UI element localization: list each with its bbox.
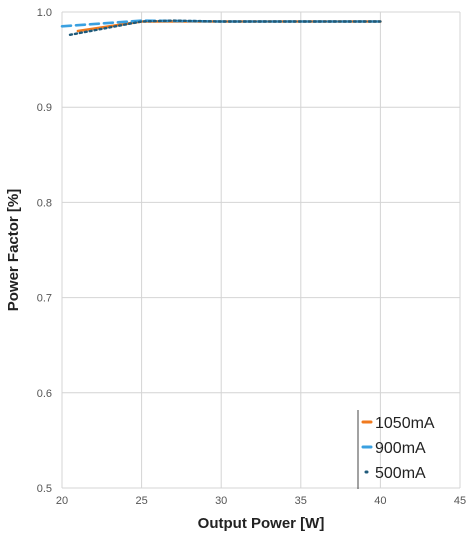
y-tick-label: 0.7: [37, 293, 52, 305]
x-tick-label: 35: [295, 495, 307, 507]
x-axis-title: Output Power [W]: [198, 515, 325, 532]
x-tick-label: 30: [215, 495, 227, 507]
legend-label: 1050mA: [375, 415, 435, 432]
x-tick-label: 20: [56, 495, 68, 507]
legend-label: 900mA: [375, 440, 426, 457]
series-lines: [60, 19, 382, 36]
grid: [61, 11, 461, 489]
y-tick-label: 1.0: [37, 7, 52, 19]
legend-label: 500mA: [375, 465, 426, 482]
y-tick-label: 0.8: [37, 197, 52, 209]
series-line-500ma: [68, 19, 382, 36]
y-tick-label: 0.9: [37, 102, 52, 114]
x-tick-label: 25: [135, 495, 147, 507]
y-tick-label: 0.5: [37, 483, 52, 495]
tick-labels: 20 25 30 35 40 45 0.5 0.6 0.7 0.8 0.9 1.0: [37, 7, 466, 507]
x-tick-label: 45: [454, 495, 466, 507]
legend: 1050mA 900mA 500mA: [357, 410, 435, 489]
x-tick-label: 40: [374, 495, 386, 507]
y-tick-label: 0.6: [37, 388, 52, 400]
y-axis-title: Power Factor [%]: [5, 189, 22, 312]
